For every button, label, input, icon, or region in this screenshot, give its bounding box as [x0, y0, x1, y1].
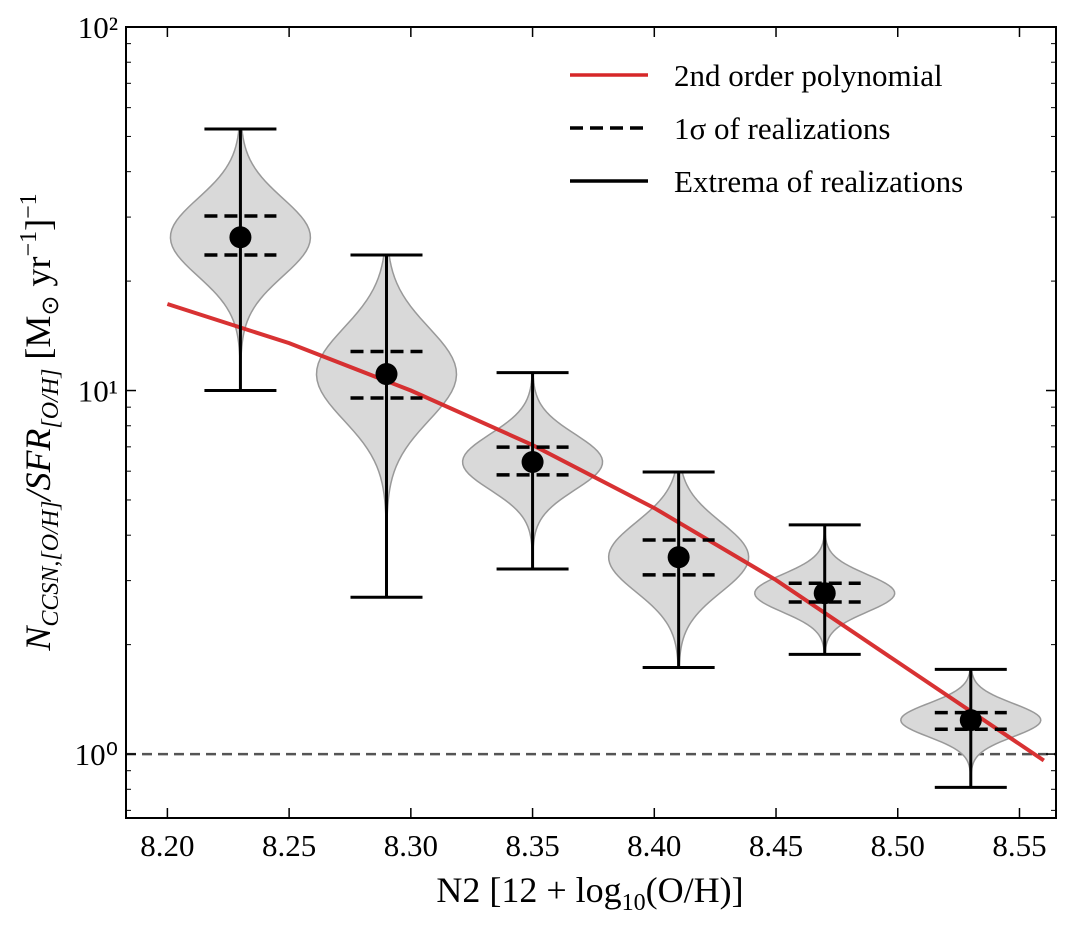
- y-label-sub: [O/H]: [38, 369, 64, 429]
- y-label-part: N: [18, 625, 58, 652]
- median-point: [521, 450, 544, 473]
- median-point: [813, 582, 836, 605]
- y-label-sub: CCSN,[O/H]: [38, 501, 64, 627]
- y-axis-label: NCCSN,[O/H]/SFR[O/H] [M⊙ yr−1]−1: [16, 193, 64, 651]
- x-tick-label: 8.35: [505, 828, 559, 863]
- x-label-part: (O/H)]: [646, 870, 744, 910]
- legend-label: Extrema of realizations: [674, 164, 963, 199]
- x-tick-label: 8.40: [627, 828, 681, 863]
- x-tick-label: 8.55: [992, 828, 1046, 863]
- y-label-sub: ⊙: [38, 295, 64, 315]
- median-point: [959, 709, 982, 732]
- plot-frame: [125, 26, 1057, 819]
- x-tick-label: 8.30: [384, 828, 438, 863]
- median-point: [229, 226, 252, 249]
- median-point: [667, 546, 690, 569]
- y-tick-label: 10¹: [78, 374, 118, 409]
- y-tick-label: 10²: [78, 10, 118, 45]
- y-label-part: yr: [18, 256, 58, 295]
- y-label-part: ]: [18, 219, 58, 231]
- x-tick-label: 8.25: [262, 828, 316, 863]
- x-label-part: N2 [12 + log: [436, 870, 621, 910]
- legend-label: 2nd order polynomial: [674, 58, 943, 93]
- fit-line: [166, 302, 1045, 763]
- median-point: [375, 363, 398, 386]
- y-label-sup: −1: [16, 231, 42, 257]
- y-label-part: /SFR: [18, 429, 58, 503]
- y-label-sup: −1: [16, 193, 42, 219]
- legend-label: 1σ of realizations: [674, 111, 890, 146]
- x-tick-label: 8.50: [871, 828, 925, 863]
- x-tick-label: 8.45: [749, 828, 803, 863]
- x-axis-label: N2 [12 + log10(O/H)]: [436, 870, 743, 916]
- y-label-part: [M: [18, 316, 58, 369]
- y-tick-label: 10⁰: [75, 737, 118, 772]
- x-label-sub: 10: [622, 890, 646, 916]
- x-tick-label: 8.20: [140, 828, 194, 863]
